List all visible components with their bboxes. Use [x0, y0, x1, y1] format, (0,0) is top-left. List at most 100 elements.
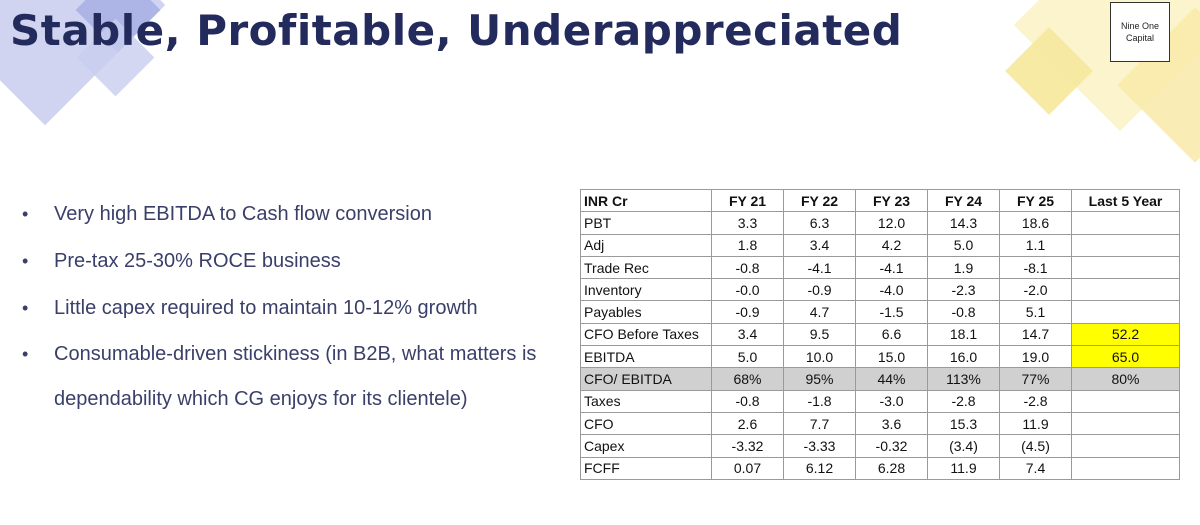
table-cell: 7.4 — [999, 456, 1072, 480]
table-cell: -0.8 — [711, 389, 784, 413]
bullet-item: • Very high EBITDA to Cash flow conversio… — [22, 200, 582, 228]
table-cell: 1.1 — [999, 233, 1072, 257]
table-cell: -0.0 — [711, 278, 784, 302]
table-cell: 11.9 — [927, 456, 1000, 480]
row-label: Trade Rec — [580, 255, 712, 280]
table-cell: 5.0 — [711, 345, 784, 369]
table-row: PBT 3.3 6.3 12.0 14.3 18.6 — [580, 211, 1180, 235]
row-label: CFO — [580, 411, 712, 436]
table-cell — [1071, 456, 1180, 480]
table-cell: 9.5 — [783, 322, 856, 347]
header-cell: FY 22 — [783, 188, 856, 213]
header-cell: FY 21 — [711, 188, 784, 213]
table-row: CFO 2.6 7.7 3.6 15.3 11.9 — [580, 411, 1180, 436]
row-label: Payables — [580, 300, 712, 324]
table-cell: 3.3 — [711, 211, 784, 235]
table-header-row: INR Cr FY 21 FY 22 FY 23 FY 24 FY 25 Las… — [580, 188, 1180, 213]
table-cell — [1071, 434, 1180, 458]
highlight-cell: 65.0 — [1071, 345, 1180, 369]
logo-line-2: Capital — [1125, 33, 1154, 43]
table-row: EBITDA 5.0 10.0 15.0 16.0 19.0 65.0 — [580, 345, 1180, 369]
table-cell — [1071, 211, 1180, 235]
table-cell: 19.0 — [999, 345, 1072, 369]
table-cell: 113% — [927, 367, 1000, 391]
bullet-dot-icon: • — [22, 344, 29, 364]
table-cell: 10.0 — [783, 345, 856, 369]
table-cell: -1.8 — [783, 389, 856, 413]
table-row: Trade Rec -0.8 -4.1 -4.1 1.9 -8.1 — [580, 255, 1180, 280]
bullet-item: • Little capex required to maintain 10-12… — [22, 294, 582, 322]
table-row: Capex -3.32 -3.33 -0.32 (3.4) (4.5) — [580, 434, 1180, 458]
table-cell: -4.1 — [855, 255, 928, 280]
row-label: Inventory — [580, 278, 712, 302]
table-cell: 3.4 — [783, 233, 856, 257]
bullet-item: • Pre-tax 25-30% ROCE business — [22, 247, 582, 275]
table-cell: -0.8 — [711, 255, 784, 280]
table-cell: 14.7 — [999, 322, 1072, 347]
table-row: Adj 1.8 3.4 4.2 5.0 1.1 — [580, 233, 1180, 257]
table-row: FCFF 0.07 6.12 6.28 11.9 7.4 — [580, 456, 1180, 480]
row-label: CFO/ EBITDA — [580, 367, 712, 391]
row-label: PBT — [580, 211, 712, 235]
bullet-dot-icon: • — [22, 251, 29, 271]
table-cell: 6.6 — [855, 322, 928, 347]
table-cell: 1.8 — [711, 233, 784, 257]
table-cell — [1071, 300, 1180, 324]
table-cell: 4.7 — [783, 300, 856, 324]
table-cell: (4.5) — [999, 434, 1072, 458]
table-cell: -4.1 — [783, 255, 856, 280]
table-cell: (3.4) — [927, 434, 1000, 458]
highlight-cell: 52.2 — [1071, 322, 1180, 347]
company-logo: Nine One Capital — [1110, 2, 1170, 62]
table-cell: -1.5 — [855, 300, 928, 324]
table-cell: 14.3 — [927, 211, 1000, 235]
table-cell: -8.1 — [999, 255, 1072, 280]
table-cell: 3.4 — [711, 322, 784, 347]
table-cell: 77% — [999, 367, 1072, 391]
header-cell: Last 5 Year — [1071, 188, 1180, 213]
table-cell: 68% — [711, 367, 784, 391]
table-cell — [1071, 233, 1180, 257]
table-cell: 0.07 — [711, 456, 784, 480]
table-row: Taxes -0.8 -1.8 -3.0 -2.8 -2.8 — [580, 389, 1180, 413]
table-cell: -3.32 — [711, 434, 784, 458]
table-row: Inventory -0.0 -0.9 -4.0 -2.3 -2.0 — [580, 278, 1180, 302]
table-cell: -0.8 — [927, 300, 1000, 324]
row-label: FCFF — [580, 456, 712, 480]
table-cell: 4.2 — [855, 233, 928, 257]
table-row: CFO Before Taxes 3.4 9.5 6.6 18.1 14.7 5… — [580, 322, 1180, 347]
table-cell: -0.9 — [783, 278, 856, 302]
table-cell: 6.12 — [783, 456, 856, 480]
table-cell: -3.0 — [855, 389, 928, 413]
table-cell: 44% — [855, 367, 928, 391]
table-cell: 95% — [783, 367, 856, 391]
page-title: Stable, Profitable, Underappreciated — [10, 6, 903, 55]
table-cell: 6.3 — [783, 211, 856, 235]
table-cell: 1.9 — [927, 255, 1000, 280]
table-cell: 16.0 — [927, 345, 1000, 369]
table-cell: 2.6 — [711, 411, 784, 436]
header-cell: FY 24 — [927, 188, 1000, 213]
bullet-text: Pre-tax 25-30% ROCE business — [54, 250, 341, 272]
table-cell: 5.1 — [999, 300, 1072, 324]
table-cell — [1071, 278, 1180, 302]
header-cell: INR Cr — [580, 188, 712, 213]
table-cell: 11.9 — [999, 411, 1072, 436]
header-cell: FY 25 — [999, 188, 1072, 213]
table-cell: -0.32 — [855, 434, 928, 458]
header-cell: FY 23 — [855, 188, 928, 213]
table-cell: 7.7 — [783, 411, 856, 436]
table-cell: 3.6 — [855, 411, 928, 436]
table-row: Payables -0.9 4.7 -1.5 -0.8 5.1 — [580, 300, 1180, 324]
bullet-text: Little capex required to maintain 10-12%… — [54, 297, 478, 319]
financial-table: INR Cr FY 21 FY 22 FY 23 FY 24 FY 25 Las… — [580, 188, 1180, 480]
table-cell: 5.0 — [927, 233, 1000, 257]
table-cell: -0.9 — [711, 300, 784, 324]
bullet-dot-icon: • — [22, 204, 29, 224]
row-label: Capex — [580, 434, 712, 458]
table-cell: 6.28 — [855, 456, 928, 480]
table-cell — [1071, 389, 1180, 413]
table-cell: 18.1 — [927, 322, 1000, 347]
row-label: EBITDA — [580, 345, 712, 369]
table-cell — [1071, 411, 1180, 436]
